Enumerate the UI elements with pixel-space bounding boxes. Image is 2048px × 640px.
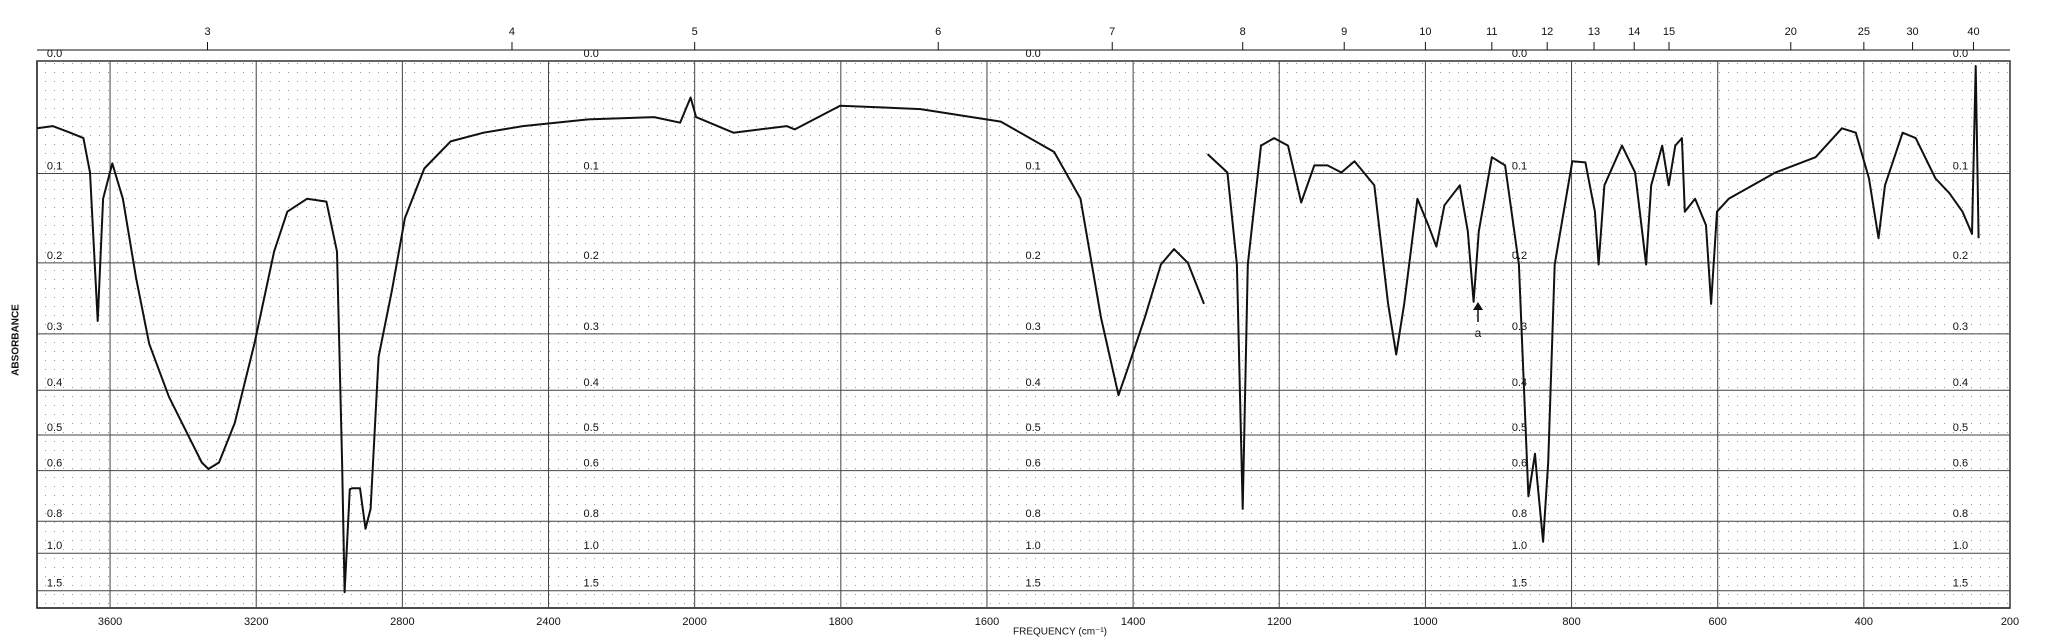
y-tick-label: 0.0	[47, 48, 62, 60]
y-tick-label: 0.2	[1512, 250, 1527, 262]
x-tick-label: 1200	[1267, 616, 1291, 628]
y-tick-label: 0.3	[1953, 321, 1968, 333]
y-tick-label: 0.5	[1953, 422, 1968, 434]
x2-tick-label: 40	[1967, 26, 1979, 38]
x2-tick-label: 9	[1341, 26, 1347, 38]
y-tick-label: 0.3	[584, 321, 599, 333]
x2-tick-label: 5	[692, 26, 698, 38]
y-tick-label: 0.2	[1026, 250, 1041, 262]
x-tick-label: 2800	[390, 616, 414, 628]
y-tick-label: 0.1	[1026, 160, 1041, 172]
x-tick-label: 800	[1562, 616, 1580, 628]
x-tick-label: 3600	[98, 616, 122, 628]
y-tick-label: 0.2	[47, 250, 62, 262]
y-axis-title: ABSORBANCE	[11, 304, 22, 376]
x-tick-label: 1000	[1413, 616, 1437, 628]
spectrum-line	[36, 65, 1980, 594]
y-tick-label: 1.0	[1953, 540, 1968, 552]
x2-tick-label: 4	[509, 26, 515, 38]
y-tick-label: 0.8	[1512, 508, 1527, 520]
y-tick-label: 0.1	[584, 160, 599, 172]
y-tick-label: 0.4	[584, 377, 599, 389]
y-tick-label: 0.3	[1512, 321, 1527, 333]
y-tick-label: 0.2	[1953, 250, 1968, 262]
y-tick-label: 0.5	[584, 422, 599, 434]
x2-tick-label: 14	[1628, 26, 1640, 38]
y-tick-label: 1.0	[47, 540, 62, 552]
x2-tick-label: 13	[1588, 26, 1600, 38]
y-tick-label: 1.0	[584, 540, 599, 552]
x2-tick-label: 7	[1109, 26, 1115, 38]
x-tick-label: 400	[1855, 616, 1873, 628]
y-tick-label: 0.6	[584, 458, 599, 470]
x-tick-label: 1400	[1121, 616, 1145, 628]
x-axis-title: FREQUENCY (cm⁻¹)	[1013, 627, 1107, 638]
y-tick-label: 1.5	[1953, 578, 1968, 590]
y-tick-label: 1.0	[1512, 540, 1527, 552]
y-tick-label: 0.6	[1512, 458, 1527, 470]
y-tick-label: 0.8	[1026, 508, 1041, 520]
x-tick-label: 1800	[829, 616, 853, 628]
y-tick-label: 0.8	[584, 508, 599, 520]
y-tick-label: 0.5	[1026, 422, 1041, 434]
y-tick-label: 0.8	[47, 508, 62, 520]
y-tick-label: 0.6	[47, 458, 62, 470]
y-tick-label: 0.0	[584, 48, 599, 60]
x2-tick-label: 6	[935, 26, 941, 38]
y-tick-label: 0.5	[47, 422, 62, 434]
x2-tick-label: 30	[1906, 26, 1918, 38]
x2-tick-label: 12	[1541, 26, 1553, 38]
x2-tick-label: 10	[1419, 26, 1431, 38]
x-tick-label: 2000	[682, 616, 706, 628]
x-tick-label: 1600	[975, 616, 999, 628]
y-tick-label: 1.5	[47, 578, 62, 590]
y-tick-label: 0.4	[1953, 377, 1968, 389]
x-tick-label: 3200	[244, 616, 268, 628]
y-tick-label: 0.1	[47, 160, 62, 172]
y-tick-label: 0.4	[1026, 377, 1041, 389]
y-tick-label: 0.5	[1512, 422, 1527, 434]
y-tick-label: 0.2	[584, 250, 599, 262]
y-tick-label: 1.5	[1512, 578, 1527, 590]
x-tick-label: 600	[1709, 616, 1727, 628]
annotation-arrowhead	[1473, 302, 1483, 310]
x2-tick-label: 20	[1785, 26, 1797, 38]
x-tick-label: 200	[2001, 616, 2019, 628]
y-tick-label: 1.5	[1026, 578, 1041, 590]
y-tick-label: 0.6	[1953, 458, 1968, 470]
y-tick-label: 1.0	[1026, 540, 1041, 552]
x-tick-label: 2400	[536, 616, 560, 628]
x2-tick-label: 3	[204, 26, 210, 38]
y-tick-label: 0.0	[1026, 48, 1041, 60]
y-tick-label: 0.0	[1953, 48, 1968, 60]
x2-tick-label: 15	[1663, 26, 1675, 38]
y-tick-label: 0.4	[47, 377, 62, 389]
y-tick-label: 1.5	[584, 578, 599, 590]
x2-tick-label: 25	[1858, 26, 1870, 38]
y-tick-label: 0.3	[47, 321, 62, 333]
plot-frame	[36, 60, 2011, 609]
x2-tick-label: 8	[1240, 26, 1246, 38]
x2-tick-label: 11	[1486, 26, 1497, 38]
y-tick-label: 0.3	[1026, 321, 1041, 333]
annotation: a	[1475, 326, 1482, 340]
y-tick-label: 0.6	[1026, 458, 1041, 470]
y-tick-label: 0.1	[1512, 160, 1527, 172]
y-tick-label: 0.0	[1512, 48, 1527, 60]
y-tick-label: 0.8	[1953, 508, 1968, 520]
y-tick-label: 0.1	[1953, 160, 1968, 172]
